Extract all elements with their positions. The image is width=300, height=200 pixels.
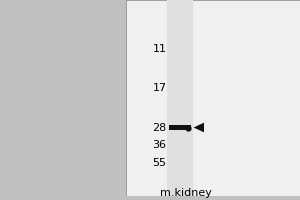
Text: m.kidney: m.kidney — [160, 188, 212, 198]
Bar — [167, 0, 193, 196]
Text: 55: 55 — [152, 158, 167, 168]
Bar — [169, 125, 191, 130]
Text: 17: 17 — [152, 83, 167, 93]
Polygon shape — [194, 123, 204, 132]
Text: 36: 36 — [152, 140, 167, 150]
Bar — [126, 0, 300, 196]
Text: 11: 11 — [152, 44, 167, 54]
Text: 28: 28 — [152, 123, 167, 133]
